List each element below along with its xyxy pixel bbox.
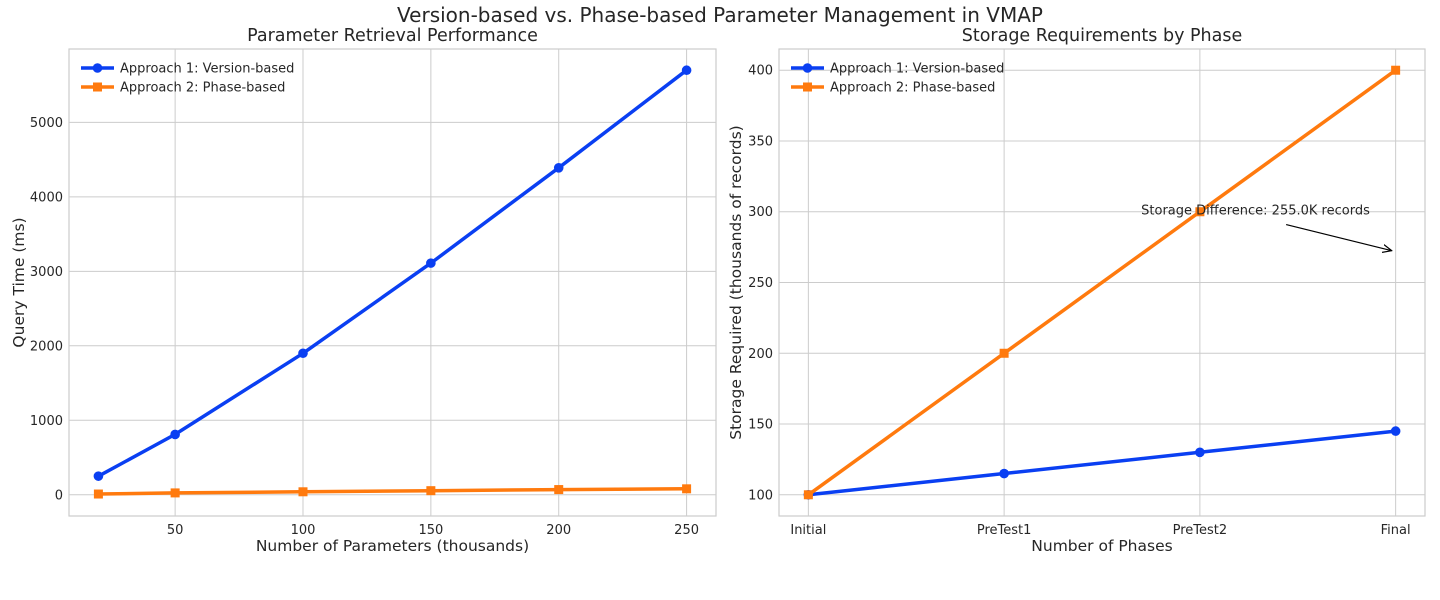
y-tick-label: 300 — [748, 205, 773, 220]
data-point — [1391, 65, 1401, 75]
data-point — [426, 258, 436, 268]
x-tick-label: 250 — [674, 523, 699, 538]
legend-label: Approach 2: Phase-based — [830, 81, 995, 96]
data-point — [298, 487, 308, 497]
x-axis-label: Number of Phases — [1031, 537, 1172, 555]
figure-title: Version-based vs. Phase-based Parameter … — [397, 3, 1043, 27]
legend-label: Approach 2: Phase-based — [120, 81, 285, 96]
annotation-text: Storage Difference: 255.0K records — [1141, 204, 1370, 219]
data-point — [554, 485, 564, 495]
y-tick-label: 1000 — [30, 414, 63, 429]
data-point — [298, 348, 308, 359]
y-tick-label: 2000 — [30, 339, 63, 354]
chart-parameter-retrieval: 50 100 150 200 250 0 1000 2000 3000 4000 5000 Param… — [10, 26, 717, 555]
x-tick-label: 50 — [167, 523, 184, 538]
y-tick-label: 150 — [748, 418, 773, 433]
series-line — [96, 487, 689, 496]
chart-title: Storage Requirements by Phase — [962, 26, 1243, 46]
y-tick-label: 200 — [748, 347, 773, 362]
x-tick-label: 100 — [291, 523, 316, 538]
data-point — [1390, 426, 1401, 436]
legend-swatch-marker — [803, 82, 812, 92]
x-tick-label: PreTest2 — [1173, 523, 1228, 538]
x-tick-label: Final — [1381, 523, 1411, 538]
annotation-arrow — [1286, 223, 1392, 251]
data-point — [170, 488, 180, 498]
x-tick-label: 200 — [546, 523, 571, 538]
y-tick-label: 350 — [748, 134, 773, 149]
y-tick-label: 4000 — [30, 190, 63, 205]
legend-label: Approach 1: Version-based — [120, 62, 294, 77]
legend-swatch-marker — [93, 82, 102, 92]
data-point — [1195, 447, 1205, 458]
data-point — [170, 429, 180, 440]
y-tick-label: 3000 — [30, 265, 63, 280]
y-axis-label: Storage Required (thousands of records) — [727, 125, 745, 439]
x-axis-label: Number of Parameters (thousands) — [256, 537, 529, 555]
series-line — [96, 68, 689, 478]
data-point — [426, 486, 436, 496]
legend-swatch-marker — [802, 63, 813, 73]
data-point — [803, 490, 813, 500]
y-tick-label: 250 — [748, 276, 773, 291]
legend-label: Approach 1: Version-based — [830, 62, 1004, 77]
chart-title: Parameter Retrieval Performance — [247, 26, 538, 46]
plot-area-frame — [68, 48, 717, 517]
x-tick-label: 150 — [418, 523, 443, 538]
legend-swatch-marker — [92, 63, 103, 73]
y-tick-label: 0 — [55, 488, 63, 503]
data-point — [681, 65, 692, 76]
series-line — [806, 429, 1398, 497]
series-line — [806, 68, 1398, 497]
y-axis-label: Query Time (ms) — [10, 217, 28, 347]
y-tick-label: 400 — [748, 64, 773, 79]
data-point — [682, 484, 692, 494]
data-point — [1195, 207, 1205, 217]
plot-area-frame — [778, 48, 1426, 517]
y-tick-label: 5000 — [30, 116, 63, 131]
x-tick-label: PreTest1 — [977, 523, 1032, 538]
chart-storage-requirements: Initial PreTest1 PreTest2 Final 100 150 200 250… — [727, 26, 1426, 555]
data-point — [93, 489, 103, 499]
data-point — [999, 348, 1009, 358]
data-point — [999, 468, 1009, 479]
data-point — [553, 162, 564, 173]
data-point — [93, 471, 104, 481]
x-tick-label: Initial — [790, 523, 826, 538]
y-tick-label: 100 — [748, 488, 773, 503]
